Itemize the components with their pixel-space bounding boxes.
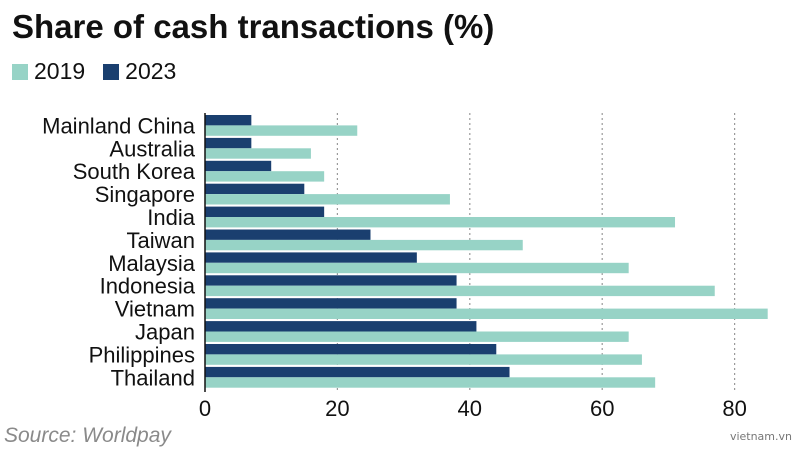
category-label: Thailand <box>111 365 195 390</box>
category-label: Mainland China <box>42 113 196 138</box>
x-tick-label: 0 <box>199 396 211 421</box>
bar-2023-mainland-china <box>205 115 252 126</box>
legend-label-2019: 2019 <box>34 58 86 84</box>
bar-2023-south-korea <box>205 160 272 172</box>
legend-item-2019: 2019 <box>12 58 85 85</box>
category-label: Malaysia <box>108 251 196 276</box>
category-label: Indonesia <box>100 274 196 299</box>
bar-2019-south-korea <box>205 171 325 182</box>
legend-label-2023: 2023 <box>125 58 177 84</box>
bar-2019-india <box>205 217 676 228</box>
x-tick-label: 40 <box>458 396 482 421</box>
bar-2019-thailand <box>205 377 656 388</box>
category-label: Australia <box>109 136 195 161</box>
bar-2019-philippines <box>205 354 642 365</box>
category-label: Taiwan <box>127 228 195 253</box>
chart-title: Share of cash transactions (%) <box>12 8 495 45</box>
bar-2019-taiwan <box>205 239 523 251</box>
bar-2019-malaysia <box>205 262 629 274</box>
bar-2023-australia <box>205 137 252 149</box>
category-label: South Korea <box>73 159 196 184</box>
bar-2023-singapore <box>205 183 305 195</box>
legend: 2019 2023 <box>12 58 194 85</box>
x-tick-label: 80 <box>722 396 746 421</box>
category-label: Japan <box>135 320 195 345</box>
category-label: Singapore <box>95 182 195 207</box>
source-note: Source: Worldpay <box>4 424 171 447</box>
bar-2023-vietnam <box>205 298 457 309</box>
category-label: Philippines <box>89 342 195 367</box>
bar-2023-taiwan <box>205 229 371 240</box>
category-label: India <box>147 205 195 230</box>
bar-2019-singapore <box>205 194 450 205</box>
watermark: vietnam.vn <box>729 430 792 443</box>
bar-2023-india <box>205 206 325 217</box>
bar-2019-vietnam <box>205 308 768 319</box>
legend-swatch-2023 <box>103 63 120 80</box>
bar-2023-philippines <box>205 344 497 355</box>
bar-2019-indonesia <box>205 285 715 297</box>
legend-swatch-2019 <box>12 63 28 80</box>
bar-2019-mainland-china <box>205 125 358 136</box>
bar-2019-australia <box>205 148 311 159</box>
bar-2023-malaysia <box>205 252 417 263</box>
bar-2019-japan <box>205 331 629 342</box>
category-label: Vietnam <box>115 297 195 322</box>
x-tick-label: 60 <box>590 396 614 421</box>
bar-2023-indonesia <box>205 275 457 286</box>
bar-2023-thailand <box>205 366 510 378</box>
bar-2023-japan <box>205 321 477 332</box>
x-tick-label: 20 <box>325 396 349 421</box>
legend-item-2023: 2023 <box>103 58 176 85</box>
